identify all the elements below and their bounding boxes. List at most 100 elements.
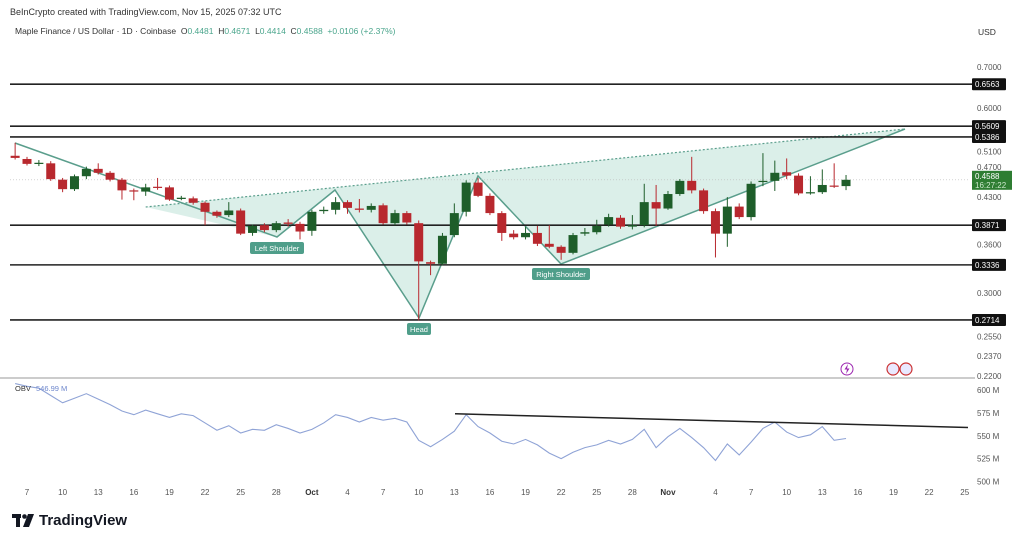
candle[interactable] xyxy=(485,195,495,214)
candle[interactable] xyxy=(616,217,625,227)
candle[interactable] xyxy=(307,211,317,231)
obv-line[interactable] xyxy=(15,383,847,462)
candle[interactable] xyxy=(34,162,44,164)
candle[interactable] xyxy=(770,172,780,181)
level-price-label: 0.5386 xyxy=(975,133,1000,142)
candle[interactable] xyxy=(58,179,68,190)
candle[interactable] xyxy=(141,187,151,192)
candle[interactable] xyxy=(817,184,827,193)
candle[interactable] xyxy=(805,192,815,194)
candle[interactable] xyxy=(521,232,531,238)
candle[interactable] xyxy=(592,225,602,233)
candle[interactable] xyxy=(176,197,186,199)
candle[interactable] xyxy=(627,225,637,227)
candle[interactable] xyxy=(699,190,709,212)
candle[interactable] xyxy=(509,233,519,238)
date-tick-label: 7 xyxy=(25,488,30,497)
open-label: O xyxy=(180,26,188,36)
candle[interactable] xyxy=(568,235,578,253)
candle[interactable] xyxy=(639,202,649,226)
candle[interactable] xyxy=(449,213,459,236)
candle[interactable] xyxy=(22,158,32,164)
candle[interactable] xyxy=(841,179,851,187)
candle[interactable] xyxy=(734,206,744,218)
price-tick-label: 0.2370 xyxy=(977,352,1002,361)
candle[interactable] xyxy=(556,246,566,253)
tradingview-logo: TradingView xyxy=(12,512,127,529)
open-value: 0.4481 xyxy=(187,26,214,36)
level-price-label: 0.3871 xyxy=(975,221,1000,230)
date-tick-label: 4 xyxy=(345,488,350,497)
candle[interactable] xyxy=(687,180,697,191)
candle[interactable] xyxy=(153,186,163,188)
candle[interactable] xyxy=(105,172,115,180)
candle[interactable] xyxy=(259,225,269,231)
candle[interactable] xyxy=(164,187,174,200)
symbol-title[interactable]: Maple Finance / US Dollar · 1D · Coinbas… xyxy=(15,26,177,36)
lightning-glyph xyxy=(844,364,850,374)
candle[interactable] xyxy=(710,211,720,234)
candle[interactable] xyxy=(200,202,210,212)
candle[interactable] xyxy=(532,232,542,244)
candle[interactable] xyxy=(414,223,424,262)
candle[interactable] xyxy=(675,180,685,195)
candle[interactable] xyxy=(402,213,412,223)
currency-label[interactable]: USD xyxy=(978,27,996,37)
candle[interactable] xyxy=(497,213,507,233)
candle[interactable] xyxy=(378,205,388,224)
level-price-label: 0.5609 xyxy=(975,122,1000,131)
pattern-label-text: Right Shoulder xyxy=(536,270,586,279)
obv-label: OBV xyxy=(15,384,31,393)
candle[interactable] xyxy=(93,168,103,173)
candle[interactable] xyxy=(746,183,756,218)
candle[interactable] xyxy=(69,176,79,190)
candle[interactable] xyxy=(188,198,198,203)
candle[interactable] xyxy=(663,194,673,209)
date-tick-label: 10 xyxy=(782,488,791,497)
candle[interactable] xyxy=(81,168,91,177)
candle[interactable] xyxy=(248,225,258,233)
candle[interactable] xyxy=(473,182,483,196)
neckline-dotted[interactable] xyxy=(145,128,906,208)
candle[interactable] xyxy=(580,232,590,234)
candle[interactable] xyxy=(461,182,471,212)
close-value: 0.4588 xyxy=(296,26,323,36)
close-label: C xyxy=(290,26,297,36)
candle[interactable] xyxy=(544,243,554,247)
candle[interactable] xyxy=(758,180,768,183)
candle[interactable] xyxy=(651,202,661,209)
candle[interactable] xyxy=(366,205,376,210)
date-tick-label: 22 xyxy=(557,488,566,497)
candle[interactable] xyxy=(117,179,127,191)
candle[interactable] xyxy=(129,190,139,192)
us-flag-icon[interactable] xyxy=(899,362,913,376)
candle[interactable] xyxy=(342,202,352,208)
candle[interactable] xyxy=(46,163,56,180)
candle[interactable] xyxy=(10,155,20,158)
date-tick-label: 19 xyxy=(521,488,530,497)
candle[interactable] xyxy=(794,175,804,194)
us-flag-icon[interactable] xyxy=(886,362,900,376)
candle[interactable] xyxy=(283,222,293,224)
candle[interactable] xyxy=(426,262,436,264)
candle[interactable] xyxy=(604,217,614,225)
date-tick-label: 7 xyxy=(749,488,754,497)
candle[interactable] xyxy=(437,235,447,264)
date-tick-label: 13 xyxy=(94,488,103,497)
candle[interactable] xyxy=(212,211,222,216)
obv-trendline[interactable] xyxy=(454,413,969,429)
candle[interactable] xyxy=(224,210,234,216)
candle[interactable] xyxy=(390,213,400,224)
candle[interactable] xyxy=(295,223,305,232)
candle[interactable] xyxy=(354,208,364,210)
candle[interactable] xyxy=(782,172,792,176)
obv-tick-label: 525 M xyxy=(977,455,1000,464)
chart-credit: BeInCrypto created with TradingView.com,… xyxy=(10,7,282,17)
candle[interactable] xyxy=(319,209,329,212)
candle[interactable] xyxy=(271,223,281,231)
candle[interactable] xyxy=(829,185,839,187)
candle[interactable] xyxy=(236,210,246,234)
candle[interactable] xyxy=(331,202,341,210)
candle[interactable] xyxy=(722,206,732,234)
